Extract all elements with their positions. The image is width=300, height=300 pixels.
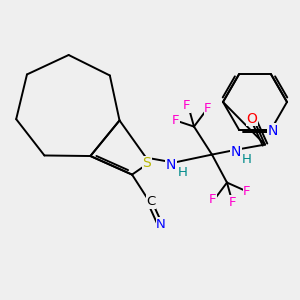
- Text: F: F: [172, 114, 180, 127]
- Text: O: O: [247, 112, 257, 126]
- Text: N: N: [231, 145, 241, 159]
- Text: C: C: [146, 195, 156, 208]
- Text: N: N: [156, 218, 166, 231]
- Text: F: F: [204, 102, 212, 115]
- Text: F: F: [243, 185, 251, 198]
- Text: H: H: [178, 166, 188, 179]
- Text: N: N: [268, 124, 278, 138]
- Text: F: F: [229, 196, 237, 209]
- Text: F: F: [209, 193, 217, 206]
- Text: H: H: [242, 153, 252, 166]
- Text: N: N: [166, 158, 176, 172]
- Text: F: F: [183, 99, 191, 112]
- Text: S: S: [142, 156, 151, 170]
